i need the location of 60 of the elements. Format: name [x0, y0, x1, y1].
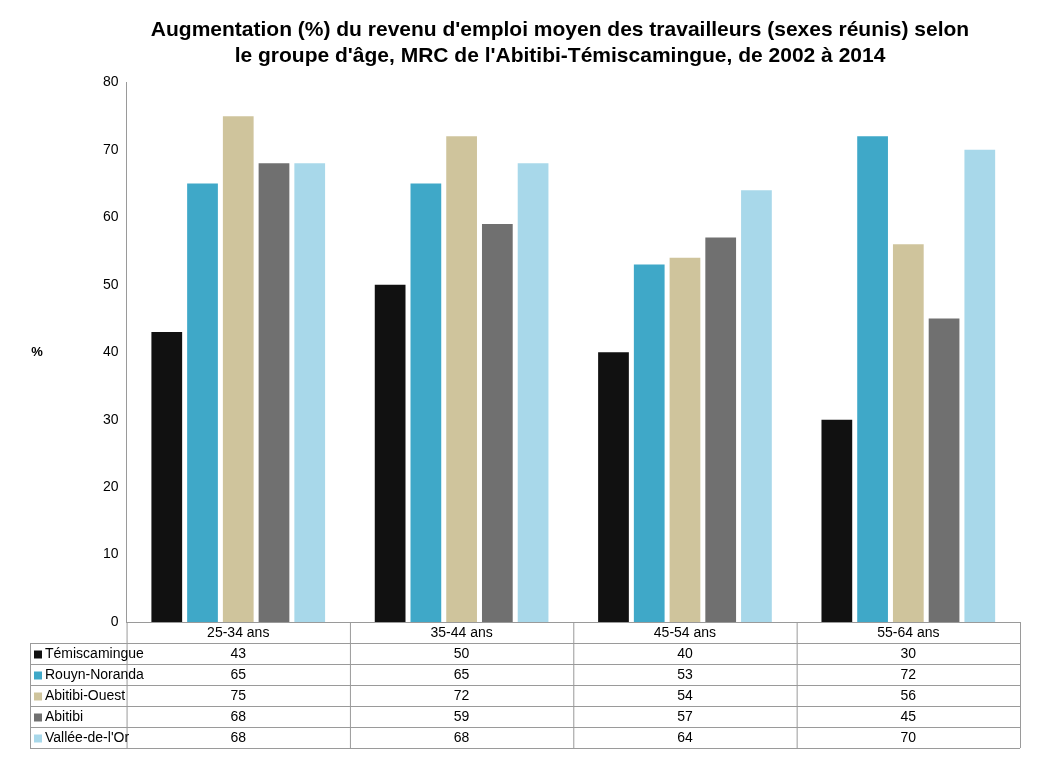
bar: [857, 136, 888, 622]
y-tick-label: 20: [102, 477, 119, 494]
data-label: 53: [677, 666, 693, 683]
y-tick-label: 60: [102, 208, 119, 225]
data-label: 56: [900, 687, 917, 704]
x-tick-label: 25-34 ans: [207, 624, 270, 641]
data-label: 59: [453, 708, 470, 725]
data-label: 65: [453, 666, 470, 683]
x-tick-label: 45-54 ans: [653, 624, 717, 641]
bar: [410, 183, 442, 622]
y-tick-label: 70: [102, 140, 119, 157]
bar: [481, 224, 513, 622]
bar: [151, 331, 183, 622]
legend-label: Vallée-de-l'Or: [45, 729, 130, 746]
bar: [928, 318, 960, 622]
legend-label: Témiscamingue: [45, 645, 145, 662]
data-label: 54: [677, 687, 693, 704]
bar: [374, 284, 406, 622]
x-tick-label: 35-44 ans: [430, 624, 493, 641]
data-label: 68: [230, 729, 247, 746]
y-tick-label: 40: [102, 343, 119, 360]
bar: [517, 163, 549, 622]
data-label: 68: [453, 729, 470, 746]
bar: [633, 264, 665, 622]
y-tick-label: 30: [102, 410, 119, 427]
y-tick-label: 10: [102, 545, 119, 562]
bar: [222, 116, 254, 622]
bar: [892, 244, 924, 622]
bar: [294, 163, 326, 622]
bar: [964, 149, 996, 622]
data-label: 70: [900, 729, 917, 746]
data-label: 72: [453, 687, 470, 704]
legend-label: Abitibi-Ouest: [45, 687, 126, 704]
bar: [669, 257, 701, 622]
data-label: 72: [900, 666, 917, 683]
data-label: 43: [230, 645, 247, 662]
chart-title: Augmentation (%) du revenu d'emploi moyen des travailleurs (sexes réunis) selon le groupe d'âge, MRC de l'Abitibi-Témiscamingue, de 2002 à 2014: [150, 17, 970, 66]
data-label: 65: [230, 666, 247, 683]
y-tick-label: 80: [102, 73, 119, 90]
bar: [598, 352, 629, 622]
x-tick-label: 55-64 ans: [877, 624, 940, 641]
data-label: 30: [900, 645, 917, 662]
data-label: 40: [677, 645, 693, 662]
data-label: 68: [230, 708, 247, 725]
data-label: 57: [677, 708, 693, 725]
bar: [258, 163, 290, 622]
legend-label: Abitibi: [45, 708, 84, 725]
data-label: 45: [900, 708, 917, 725]
bar: [187, 183, 218, 622]
y-axis-title: %: [31, 343, 44, 359]
bar: [741, 190, 772, 622]
data-label: 64: [677, 729, 693, 746]
y-tick-label: 50: [102, 275, 119, 292]
bar: [821, 419, 853, 622]
data-label: 50: [453, 645, 470, 662]
y-tick-label: 0: [110, 612, 119, 629]
bar: [446, 136, 477, 622]
legend-label: Rouyn-Noranda: [45, 666, 145, 683]
data-label: 75: [230, 687, 247, 704]
bar: [705, 237, 737, 622]
